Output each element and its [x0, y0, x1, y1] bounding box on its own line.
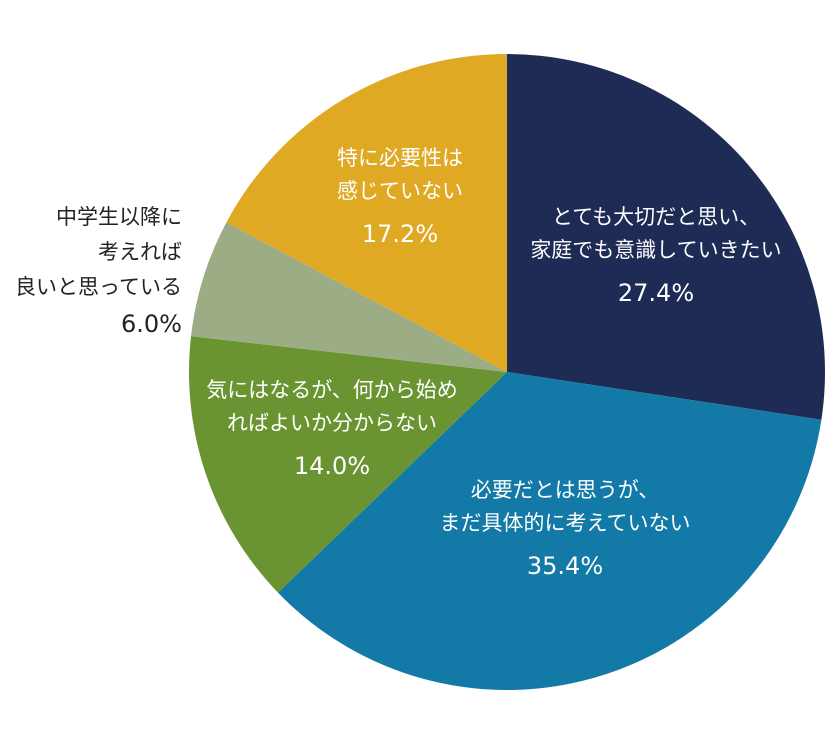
slice-value-label: 6.0% [121, 310, 182, 338]
slice-label-line: 特に必要性は [337, 146, 463, 170]
slice-label-line: 良いと思っている [15, 275, 182, 299]
pie-slice-5 [226, 54, 507, 372]
slice-label-line: ればよいか分からない [227, 411, 437, 435]
slice-label-line: とても大切だと思い、 [552, 205, 760, 229]
slice-label-line: 考えれば [98, 240, 182, 264]
slice-value-label: 14.0% [294, 452, 370, 480]
slice-label-line: まだ具体的に考えていない [440, 511, 691, 535]
slice-label-line: 感じていない [337, 179, 463, 203]
pie-slice-4 [191, 222, 507, 372]
slice-label-1: とても大切だと思い、家庭でも意識していきたい 27.4% [530, 205, 781, 307]
pie-slice-1 [507, 54, 825, 420]
slice-label-line: 家庭でも意識していきたい [530, 238, 781, 262]
slice-value-label: 17.2% [362, 220, 438, 248]
pie-slice-2 [277, 372, 822, 690]
slice-value-label: 27.4% [618, 279, 694, 307]
slice-label-2: 必要だとは思うが、まだ具体的に考えていない 35.4% [440, 478, 691, 580]
slice-value-label: 35.4% [527, 552, 603, 580]
slice-label-line: 中学生以降に [56, 205, 182, 229]
slice-label-line: 気にはなるが、何から始め [206, 378, 458, 402]
slice-label-line: 必要だとは思うが、 [471, 478, 660, 502]
pie-slice-3 [188, 336, 508, 593]
